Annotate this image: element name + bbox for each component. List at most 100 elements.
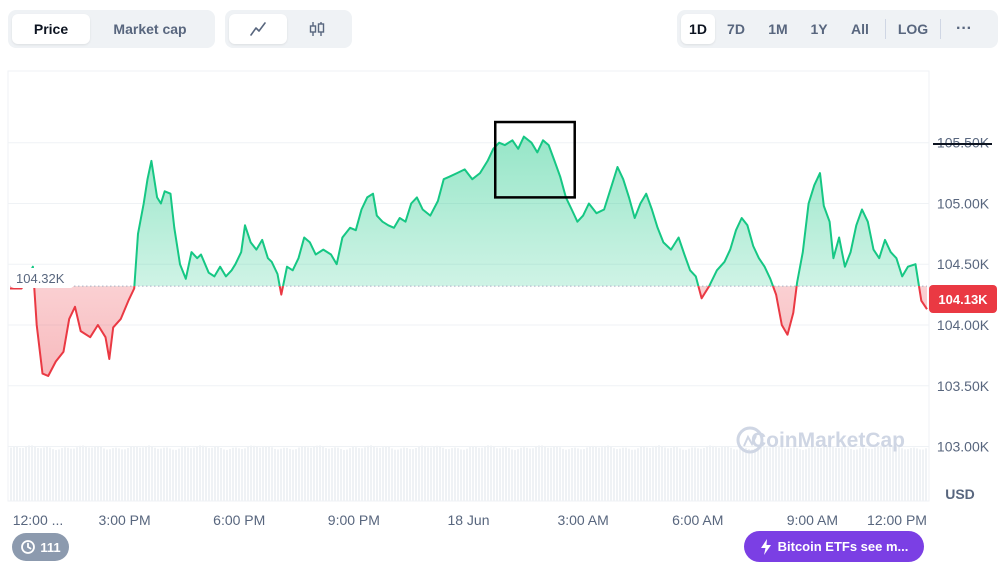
volume-bar [220, 448, 222, 501]
toolbar-divider [940, 19, 941, 39]
volume-bar [316, 445, 318, 501]
volume-bar [415, 447, 417, 501]
volume-bar [16, 446, 18, 501]
volume-bar [376, 447, 378, 501]
volume-bar [94, 446, 96, 501]
price-area-above-baseline [10, 136, 927, 287]
volume-bar [442, 447, 444, 501]
candlestick-icon [309, 22, 325, 36]
volume-bar [394, 449, 396, 501]
volume-bar [334, 447, 336, 501]
volume-bar [853, 449, 855, 501]
volume-bar [46, 446, 48, 501]
market-cap-tab[interactable]: Market cap [113, 21, 187, 37]
y-tick-label: 105.00K [937, 195, 990, 211]
volume-bar [265, 446, 267, 501]
x-tick-label: 6:00 AM [672, 512, 723, 528]
volume-bar [91, 447, 93, 501]
range-1m[interactable]: 1M [768, 21, 788, 37]
volume-bar [562, 448, 564, 501]
volume-bar [715, 447, 717, 501]
volume-bar [76, 447, 78, 501]
volume-bar [241, 448, 243, 501]
volume-bar [193, 447, 195, 501]
volume-bar [271, 447, 273, 501]
volume-bar [160, 448, 162, 501]
log-scale-button[interactable]: LOG [897, 21, 929, 37]
more-options-button[interactable]: ··· [956, 20, 972, 37]
volume-bar [196, 446, 198, 501]
volume-bar [460, 449, 462, 501]
volume-bar [124, 449, 126, 501]
volume-bar [325, 448, 327, 501]
volume-bar [880, 445, 882, 501]
range-1d[interactable]: 1D [681, 14, 715, 44]
range-all[interactable]: All [851, 21, 869, 37]
range-7d[interactable]: 7D [727, 21, 745, 37]
volume-bar [688, 448, 690, 501]
line-chart-button[interactable] [229, 14, 287, 44]
volume-bar [673, 447, 675, 501]
volume-bar [13, 446, 15, 501]
price-tab[interactable]: Price [12, 14, 90, 44]
volume-bar [226, 449, 228, 501]
range-1y[interactable]: 1Y [810, 21, 828, 37]
volume-bar [754, 448, 756, 501]
volume-bar [577, 448, 579, 501]
volume-bar [322, 446, 324, 501]
volume-bar [913, 447, 915, 501]
volume-bar [382, 447, 384, 501]
volume-bar [22, 447, 24, 501]
volume-bar [487, 445, 489, 501]
volume-bar [367, 445, 369, 501]
volume-bar [445, 449, 447, 501]
volume-bar [604, 446, 606, 501]
volume-bar [163, 447, 165, 501]
volume-bar [772, 446, 774, 501]
volume-bar [886, 447, 888, 501]
volume-bar [421, 445, 423, 501]
volume-bar [430, 447, 432, 501]
volume-bar [898, 446, 900, 501]
volume-bar [214, 446, 216, 501]
volume-bar [484, 446, 486, 501]
volume-bar [331, 448, 333, 501]
x-tick-label: 6:00 PM [213, 512, 265, 528]
news-pill[interactable]: Bitcoin ETFs see m... [744, 531, 924, 562]
volume-bar [19, 447, 21, 501]
y-tick-label: 104.50K [937, 256, 990, 272]
volume-bar [346, 449, 348, 501]
price-line-below-baseline [10, 286, 928, 377]
volume-bar [793, 447, 795, 501]
history-pill[interactable]: 111 [12, 533, 69, 561]
volume-bar [181, 447, 183, 501]
volume-bar [379, 447, 381, 501]
news-pill-label: Bitcoin ETFs see m... [777, 539, 909, 554]
volume-bar [580, 449, 582, 501]
x-tick-label: 9:00 AM [787, 512, 838, 528]
volume-bar [250, 445, 252, 501]
volume-bar [166, 447, 168, 501]
volume-bar [133, 446, 135, 501]
volume-bar [622, 447, 624, 501]
candlestick-button[interactable] [287, 14, 347, 44]
volume-bar [565, 449, 567, 501]
open-price-badge: 104.32K [10, 268, 74, 288]
volume-bar [496, 448, 498, 501]
volume-bar [136, 446, 138, 501]
volume-bar [874, 447, 876, 501]
volume-bar [424, 446, 426, 501]
volume-bar [337, 447, 339, 501]
volume-bar [631, 449, 633, 501]
volume-bar [787, 448, 789, 501]
volume-bar [679, 448, 681, 501]
volume-bar [10, 447, 12, 501]
volume-bar [355, 447, 357, 501]
volume-bar [478, 447, 480, 501]
volume-bar [244, 448, 246, 501]
volume-bar [43, 447, 45, 501]
highlight-box [493, 120, 576, 199]
volume-bar [691, 447, 693, 501]
volume-bar [556, 446, 558, 501]
